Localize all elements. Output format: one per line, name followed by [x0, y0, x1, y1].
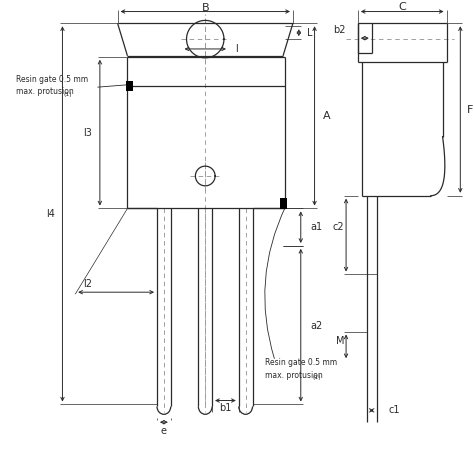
Text: C: C: [398, 1, 406, 12]
Text: F: F: [467, 105, 474, 115]
Text: l3: l3: [83, 128, 92, 138]
Text: Resin gate 0.5 mm
max. protusion: Resin gate 0.5 mm max. protusion: [16, 75, 88, 96]
Text: a2: a2: [310, 321, 323, 331]
Text: l4: l4: [46, 209, 55, 219]
Bar: [280, 198, 287, 209]
Text: L: L: [307, 28, 312, 38]
Text: b1: b1: [219, 403, 231, 414]
Text: A: A: [322, 111, 330, 121]
Text: B: B: [201, 3, 209, 12]
Text: (1): (1): [64, 92, 72, 97]
Text: c2: c2: [332, 222, 344, 232]
Text: c1: c1: [388, 405, 400, 415]
Bar: [127, 82, 133, 91]
Text: l2: l2: [83, 279, 92, 290]
Text: M: M: [336, 337, 344, 346]
Text: Resin gate 0.5 mm
max. protusion: Resin gate 0.5 mm max. protusion: [265, 358, 337, 380]
Text: l: l: [236, 44, 238, 54]
Text: (1): (1): [312, 375, 321, 380]
Text: a1: a1: [310, 222, 323, 232]
Text: e: e: [161, 426, 167, 436]
Text: b2: b2: [334, 25, 346, 35]
